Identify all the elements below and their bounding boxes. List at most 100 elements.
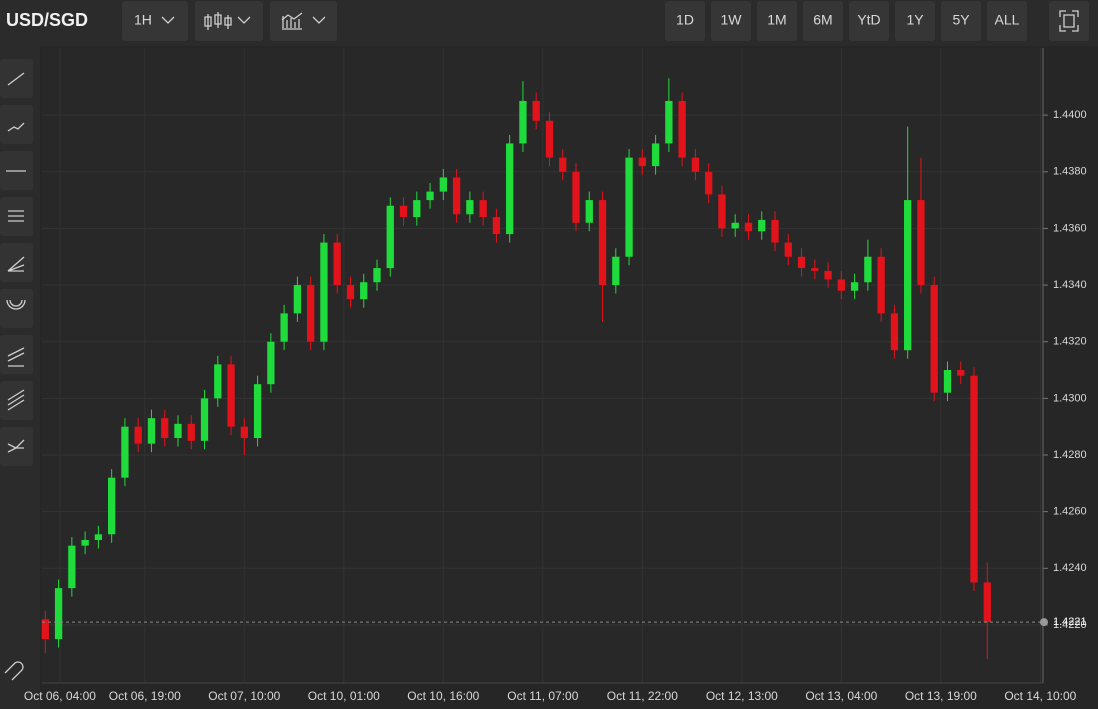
candle-body <box>651 143 660 167</box>
candle-body <box>824 270 832 280</box>
indicator-icon <box>281 12 303 30</box>
left-toolbar <box>0 46 40 709</box>
candle-body <box>904 200 912 351</box>
candle-body <box>771 219 779 243</box>
drawing-tools <box>0 59 33 681</box>
candle-body <box>227 364 235 427</box>
chevron <box>161 16 175 24</box>
x-tick-label: Oct 07, 10:00 <box>208 689 280 703</box>
tool-button[interactable] <box>0 427 33 466</box>
candle-body <box>68 545 76 589</box>
last-price-dot <box>1040 618 1048 627</box>
candle-body <box>598 200 607 286</box>
x-tick-label: Oct 06, 19:00 <box>109 689 181 703</box>
candle-body <box>612 256 620 286</box>
y-tick-label: 1.4280 <box>1053 449 1087 461</box>
candle-body <box>360 282 368 300</box>
candle-body <box>81 539 89 546</box>
candle-body <box>293 285 302 314</box>
candle-body <box>200 398 209 441</box>
y-tick-label: 1.4260 <box>1053 506 1087 518</box>
y-tick-label: 1.4320 <box>1053 336 1087 348</box>
interval: 1H <box>134 12 152 28</box>
x-tick-label: Oct 10, 01:00 <box>308 689 380 703</box>
tool-icon <box>7 347 25 367</box>
interval-dropdown[interactable] <box>122 1 188 41</box>
candle-body <box>970 375 978 583</box>
tool-button[interactable] <box>0 335 33 374</box>
candle-body <box>638 157 646 167</box>
candle-body <box>121 426 129 478</box>
range-buttons: 1D 1W 1M 6M YtD 1Y 5Y ALL <box>665 1 1027 41</box>
candle-body <box>187 423 195 441</box>
tool-button[interactable] <box>0 105 33 144</box>
tool-icon <box>6 299 26 310</box>
candle-body <box>439 177 447 192</box>
candle-body <box>54 588 63 640</box>
tool-icon <box>7 439 25 453</box>
range-label: 1D <box>676 12 694 28</box>
y-tick-label: 1.4400 <box>1053 109 1087 121</box>
tool-button[interactable] <box>0 243 33 282</box>
candle-body <box>585 200 593 223</box>
y-tick-label: 1.4240 <box>1053 562 1087 574</box>
candle-body <box>253 384 262 439</box>
candle-body <box>917 200 925 286</box>
range-button[interactable] <box>803 1 843 41</box>
candle-body <box>147 418 156 444</box>
chevron <box>312 16 326 24</box>
candle-body <box>479 200 487 218</box>
candle-body <box>731 222 739 229</box>
candle-body <box>837 279 845 291</box>
candle-body <box>930 285 938 393</box>
candle-body <box>678 100 686 158</box>
fullscreen-button[interactable] <box>1049 1 1089 41</box>
y-tick-label: 1.4300 <box>1053 392 1087 404</box>
range-button[interactable] <box>849 1 889 41</box>
candle-body <box>691 157 700 172</box>
candle-body <box>877 256 885 314</box>
range-button[interactable] <box>987 1 1027 41</box>
candle-body <box>466 200 474 215</box>
candle-body <box>625 157 633 257</box>
candle-body <box>744 222 753 232</box>
candle-body <box>174 423 182 439</box>
symbol: USD/SGD <box>6 10 88 30</box>
candle-icon <box>204 12 232 30</box>
x-tick-label: Oct 13, 19:00 <box>905 689 977 703</box>
range-button[interactable] <box>757 1 797 41</box>
candle-body <box>545 120 554 158</box>
last-price-label: 1.4221 <box>1053 616 1087 628</box>
candle-body <box>811 268 819 271</box>
x-tick-label: Oct 14, 10:00 <box>1004 689 1076 703</box>
indicator-dropdown[interactable] <box>270 1 337 41</box>
candle-body <box>161 418 169 439</box>
candle-body <box>506 143 514 235</box>
candle-body <box>705 171 713 195</box>
tool-button[interactable] <box>0 381 33 420</box>
tool-icon <box>7 389 25 411</box>
chart-type-dropdown[interactable] <box>195 1 263 41</box>
candle-body <box>320 242 328 342</box>
candle-body <box>386 205 394 269</box>
candle-body <box>864 256 872 283</box>
tool-icon <box>7 122 25 132</box>
candle-body <box>452 177 461 215</box>
candle-body <box>957 370 965 376</box>
y-tick-label: 1.4380 <box>1053 166 1087 178</box>
range-button[interactable] <box>711 1 751 41</box>
candle-body <box>346 285 355 300</box>
candle-body <box>108 477 116 535</box>
range-button[interactable] <box>895 1 935 41</box>
y-tick-label: 1.4220 <box>1053 619 1087 631</box>
x-tick-label: Oct 06, 04:00 <box>24 689 96 703</box>
range-button[interactable] <box>665 1 705 41</box>
candle-body <box>240 426 248 439</box>
range-label: ALL <box>995 12 1020 28</box>
range-button[interactable] <box>941 1 981 41</box>
candle-body <box>559 157 567 172</box>
candle-body <box>850 282 859 291</box>
magnet-icon[interactable] <box>4 661 24 681</box>
range-label: 1Y <box>906 12 924 28</box>
